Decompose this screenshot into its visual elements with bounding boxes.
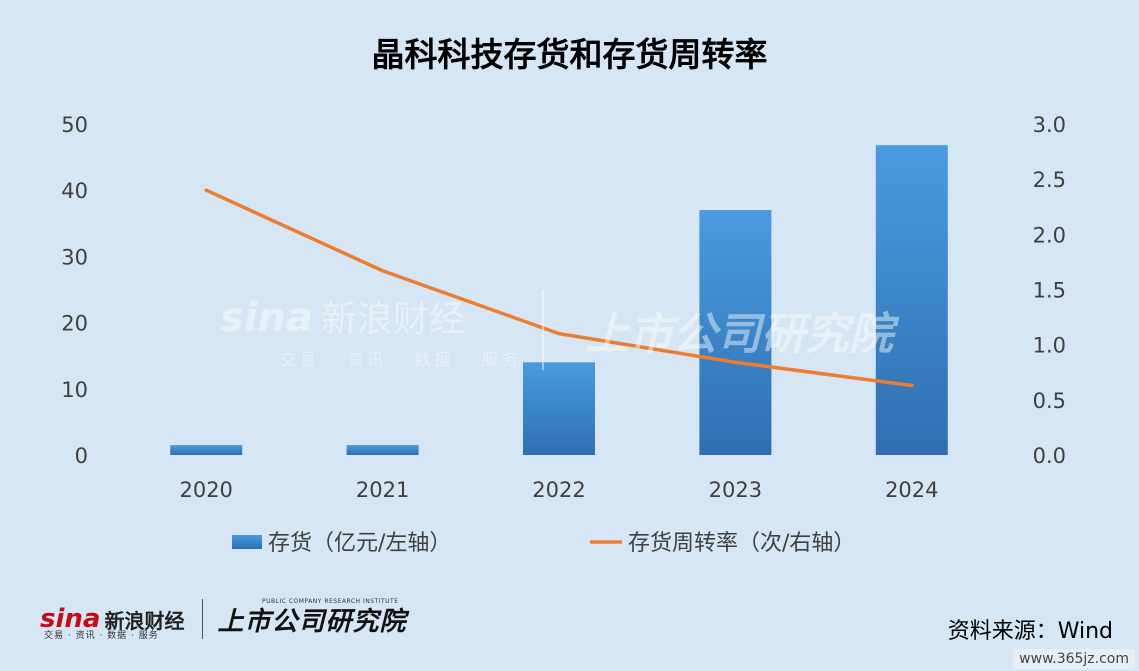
- site-mark: www.365jz.com: [1013, 649, 1135, 669]
- bar: [523, 362, 595, 455]
- y-right-tick-label: 0.0: [1033, 444, 1066, 468]
- x-tick-label: 2021: [356, 478, 409, 502]
- source-note: 资料来源：Wind: [947, 619, 1113, 644]
- x-tick-label: 2022: [532, 478, 585, 502]
- bar: [170, 445, 243, 455]
- y-right-tick-label: 1.0: [1033, 334, 1066, 358]
- chart-title: 晶科科技存货和存货周转率: [371, 35, 768, 74]
- ir-logo: 上市公司研究院: [217, 606, 407, 637]
- footer-logo: sina 新浪财经 交易 · 资讯 · 数据 · 服务 上市公司研究院 PUBL…: [40, 596, 406, 642]
- legend-swatch-bar: [232, 535, 262, 549]
- y-right-tick-label: 3.0: [1033, 113, 1066, 137]
- bar: [346, 445, 419, 455]
- sina-cn-logo: 新浪财经: [104, 608, 185, 633]
- y-right-tick-label: 2.5: [1033, 168, 1066, 192]
- ir-en: PUBLIC COMPANY RESEARCH INSTITUTE: [262, 598, 399, 605]
- legend-label-line: 存货周转率（次/右轴）: [628, 531, 855, 556]
- x-tick-label: 2023: [709, 478, 762, 502]
- line-series-turnover: [204, 188, 914, 388]
- y-left-tick-label: 40: [61, 179, 88, 203]
- x-tick-label: 2024: [885, 478, 938, 502]
- y-right-tick-label: 0.5: [1033, 389, 1066, 413]
- y-left-tick-label: 20: [61, 312, 88, 336]
- logo-divider: [202, 599, 204, 639]
- legend-label-bar: 存货（亿元/左轴）: [268, 531, 451, 556]
- y-left-tick-label: 30: [61, 245, 88, 269]
- bar: [699, 210, 772, 455]
- y-right-tick-label: 2.0: [1033, 223, 1066, 247]
- sina-logo: sina: [40, 604, 101, 634]
- sina-sub: 交易 · 资讯 · 数据 · 服务: [44, 631, 159, 641]
- bar: [875, 145, 948, 455]
- y-right-tick-label: 1.5: [1033, 279, 1066, 303]
- y-left-tick-label: 0: [75, 444, 88, 468]
- x-tick-label: 2020: [179, 478, 232, 502]
- y-left-tick-label: 10: [61, 378, 88, 402]
- y-left-tick-label: 50: [61, 113, 88, 137]
